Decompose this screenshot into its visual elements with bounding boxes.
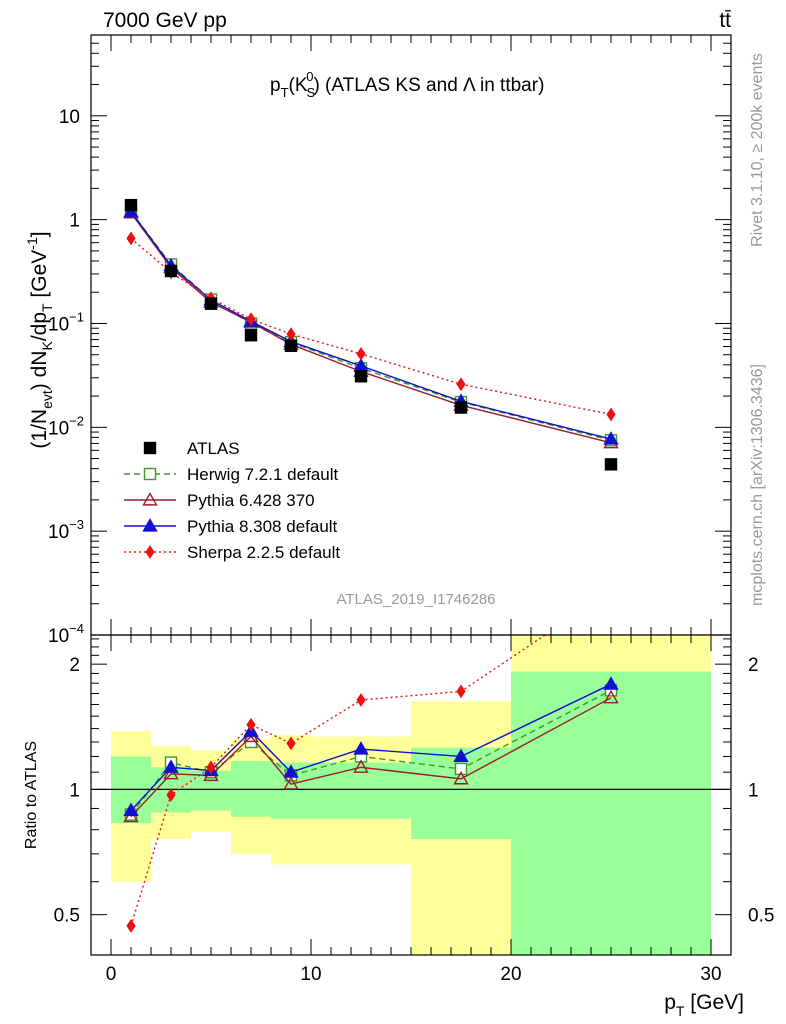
ratio-point-sherpa-2-2-5-default [126, 918, 136, 933]
ratio-point-sherpa-2-2-5-default [166, 788, 176, 802]
legend-item-pythia-8-308-default: Pythia 8.308 default [124, 517, 338, 536]
series-pythia-8-308-default [123, 203, 619, 445]
x-axis-label: pT [GeV] [664, 991, 744, 1019]
ratio-y-tick-label-left: 2 [69, 655, 80, 676]
series-line-pythia-8-308-default [130, 211, 612, 440]
plot-title: pT(KS0) (ATLAS KS and Λ in ttbar) [270, 69, 544, 100]
legend-marker [142, 492, 158, 506]
ratio-y-tick-label-right: 2 [748, 655, 759, 676]
ratio-point-sherpa-2-2-5-default [246, 717, 256, 732]
y-tick-label: 10 [59, 107, 80, 128]
ratio-point-pythia-6-428-370 [163, 765, 179, 780]
y-tick-label: 1 [69, 211, 80, 232]
series-line-sherpa-2-2-5-default [130, 237, 612, 416]
ratio-series-sherpa-2-2-5-default [126, 635, 547, 933]
ratio-point-pythia-6-428-370 [453, 770, 469, 785]
legend-marker [143, 441, 157, 455]
data-point-pythia-8-308-default [603, 431, 619, 445]
legend-item-pythia-6-428-370: Pythia 6.428 370 [124, 491, 315, 510]
x-tick-label: 30 [700, 964, 721, 985]
legend-label: Sherpa 2.2.5 default [187, 543, 340, 562]
legend-marker [142, 518, 158, 532]
ratio-point-sherpa-2-2-5-default [356, 693, 366, 707]
source-label: mcplots.cern.ch [arXiv:1306.3436] [749, 364, 766, 606]
legend-item-sherpa-2-2-5-default: Sherpa 2.2.5 default [124, 543, 340, 562]
ratio-panel-series [123, 635, 619, 933]
y-tick-label: 10−3 [48, 517, 84, 543]
plot-title-pt: p [270, 75, 281, 96]
ratio-panel-ticks [91, 635, 731, 956]
legend-item-herwig-7-2-1-default: Herwig 7.2.1 default [124, 465, 338, 484]
data-point-sherpa-2-2-5-default [606, 407, 616, 422]
ratio-line-sherpa-2-2-5-default [130, 635, 547, 927]
main-panel-ticks [91, 34, 731, 636]
legend-label: Pythia 8.308 default [187, 517, 338, 536]
y-tick-label: 10−2 [48, 413, 84, 439]
main-y-axis-label: (1/Nevt) dNK/dpT [GeV-1] [24, 231, 55, 448]
ratio-y-tick-label-right: 1 [748, 780, 759, 801]
ratio-point-pythia-6-428-370 [603, 689, 619, 704]
legend-marker [143, 467, 157, 481]
series-herwig-7-2-1-default [124, 205, 618, 447]
data-point-sherpa-2-2-5-default [126, 231, 136, 246]
data-point-atlas [164, 264, 178, 278]
series-atlas [124, 198, 618, 471]
x-tick-label: 20 [500, 964, 521, 985]
series-line-pythia-6-428-370 [130, 212, 612, 444]
legend-label: ATLAS [187, 439, 240, 458]
header-process-label: tt̄ [719, 9, 731, 32]
data-point-atlas [284, 339, 298, 352]
ratio-point-sherpa-2-2-5-default [456, 684, 466, 699]
ratio-y-tick-label-left: 0.5 [54, 906, 80, 927]
data-point-sherpa-2-2-5-default [456, 377, 466, 392]
ratio-point-pythia-8-308-default [283, 764, 299, 778]
legend-marker [145, 545, 155, 559]
legend-item-atlas: ATLAS [143, 439, 240, 458]
ratio-point-pythia-8-308-default [163, 759, 179, 773]
legend-label: Pythia 6.428 370 [187, 491, 315, 510]
series-pythia-6-428-370 [123, 205, 619, 449]
ratio-point-pythia-8-308-default [453, 748, 469, 763]
data-point-atlas [124, 198, 138, 212]
data-point-atlas [204, 297, 218, 310]
rivet-version-label: Rivet 3.1.10, ≥ 200k events [749, 53, 766, 247]
ratio-line-herwig-7-2-1-default [130, 689, 612, 816]
data-point-atlas [244, 329, 258, 342]
series-sherpa-2-2-5-default [126, 231, 616, 422]
data-point-atlas [354, 370, 368, 383]
data-point-atlas [454, 401, 468, 414]
series-line-herwig-7-2-1-default [130, 210, 612, 441]
data-point-atlas [604, 458, 618, 471]
ratio-point-pythia-8-308-default [123, 802, 139, 817]
ratio-point-sherpa-2-2-5-default [286, 736, 296, 751]
ratio-point-sherpa-2-2-5-default [206, 760, 216, 775]
ratio-line-pythia-8-308-default [130, 683, 612, 811]
header-energy-label: 7000 GeV pp [103, 9, 227, 32]
ratio-line-pythia-6-428-370 [130, 697, 612, 818]
x-tick-label: 0 [106, 964, 117, 985]
analysis-tag: ATLAS_2019_I1746286 [336, 591, 495, 608]
main-panel-series [123, 198, 619, 471]
legend: ATLAS Herwig 7.2.1 default Pythia 6.428 37… [124, 439, 340, 562]
ratio-y-tick-label-left: 1 [69, 780, 80, 801]
data-point-sherpa-2-2-5-default [356, 346, 366, 361]
ratio-panel-bands [111, 635, 711, 955]
main-panel-y-tick-labels: 10 1 10−1 10−2 10−3 10−4 [48, 107, 84, 647]
ratio-y-tick-label-right: 0.5 [748, 906, 774, 927]
ratio-point-pythia-8-308-default [603, 676, 619, 690]
ratio-panel-tick-labels: 2 2 1 1 0.5 0.5 0 10 20 30 [54, 655, 775, 985]
ratio-point-pythia-6-428-370 [283, 776, 299, 790]
ratio-point-herwig-7-2-1-default [454, 762, 468, 776]
uncertainty-band-inner [511, 671, 711, 955]
ratio-y-axis-label: Ratio to ATLAS [23, 741, 40, 849]
ratio-series-pythia-8-308-default [123, 676, 619, 817]
ratio-point-pythia-6-428-370 [353, 759, 369, 773]
legend-label: Herwig 7.2.1 default [187, 465, 338, 484]
ratio-point-pythia-8-308-default [353, 741, 369, 755]
x-tick-label: 10 [300, 964, 321, 985]
data-point-sherpa-2-2-5-default [246, 312, 256, 327]
y-tick-label: 10−4 [48, 621, 84, 647]
y-tick-label: 10−1 [48, 309, 84, 335]
